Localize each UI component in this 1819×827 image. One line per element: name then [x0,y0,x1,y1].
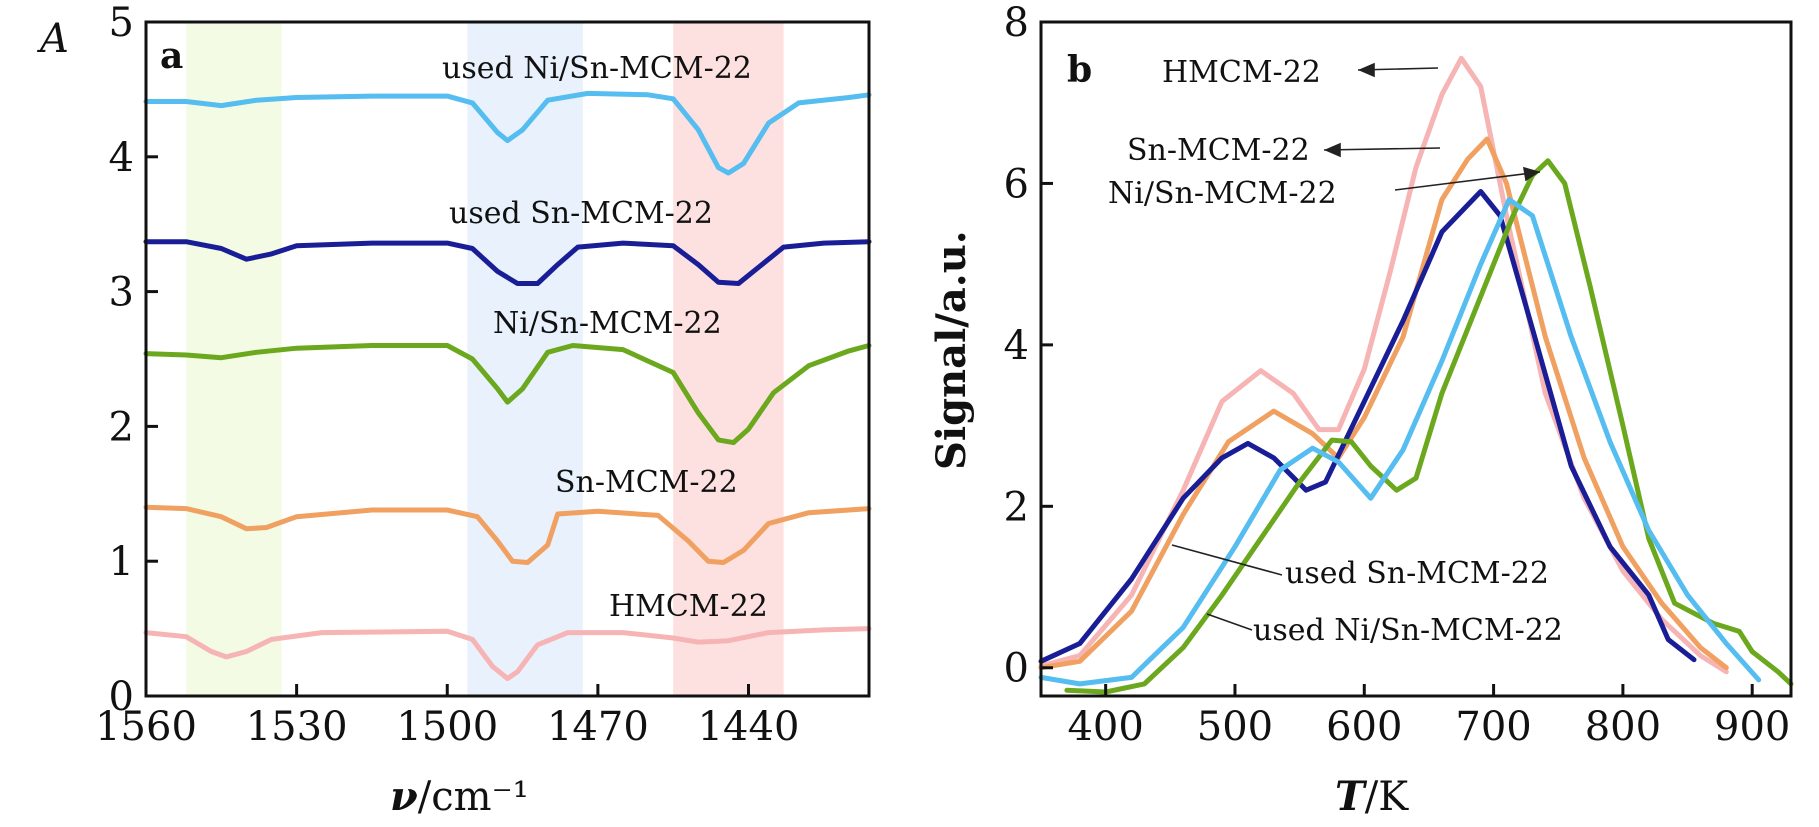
annotation-used-sn-b: used Sn-MCM-22 [1285,556,1549,591]
annotation-ni-sn-a: Ni/Sn-MCM-22 [493,306,722,341]
arrowhead-hmcm [1357,62,1375,78]
x-tick-label: 500 [1197,704,1273,750]
arrowhead-sn [1323,142,1341,158]
plot-frame-a [144,20,871,698]
plot-frame-b [1039,20,1793,698]
x-tick-label: 1500 [396,704,498,750]
x-tick-label: 700 [1455,704,1531,750]
series-line-used-sn-mcm-22-a [143,239,872,286]
panel-a: 1560 1530 1500 1470 1440 0 1 2 3 4 5 a A ν/cm⁻¹ us… [36,0,872,820]
x-tick-label: 1530 [246,704,348,750]
highlight-bands [186,22,784,696]
x-tick-label: 900 [1714,704,1790,750]
x-axis-unit-a: /cm⁻¹ [418,774,529,820]
y-tick-label: 0 [1004,646,1029,692]
arrow-used-sn [1171,544,1283,576]
series-line-ni-sn-mcm-22-a [143,343,872,446]
tick-group: 400 500 600 700 800 900 0 2 4 6 8 [1004,0,1791,750]
y-tick-label: 4 [1004,323,1029,369]
panel-label-b: b [1067,49,1092,91]
annotation-hmcm-b: HMCM-22 [1162,55,1321,90]
arrow-ni-sn [1394,171,1541,191]
series-line-used-ni-sn-mcm-22-a [143,90,872,176]
annotation-sn-b: Sn-MCM-22 [1127,133,1310,168]
annotation-sn-a: Sn-MCM-22 [555,465,738,500]
y-tick-label: 6 [1004,161,1029,207]
series-line-used-sn-mcm-22-b [1038,189,1697,664]
series-line-sn-mcm-22-b [1038,136,1729,671]
x-tick-label: 1470 [547,704,649,750]
x-tick-label: 1560 [95,704,197,750]
y-tick-label: 0 [109,674,134,720]
y-axis-label-a: A [36,16,69,62]
panel-label-a: a [160,35,183,77]
y-tick-label: 5 [109,0,134,46]
series-group [1038,55,1794,695]
annotation-arrows [1171,62,1541,631]
y-tick-label: 8 [1004,0,1029,46]
highlight-band-2 [467,22,583,696]
x-axis-symbol-a: ν [390,773,418,820]
x-tick-label: 1440 [698,704,800,750]
y-tick-label: 2 [1004,484,1029,530]
y-axis-label-b: Signal/a.u. [928,230,975,470]
arrow-sn [1323,147,1441,151]
y-tick-label: 2 [109,404,134,450]
highlight-band-1 [186,22,282,696]
y-tick-label: 4 [109,135,134,181]
x-tick-label: 800 [1585,704,1661,750]
series-line-sn-mcm-22-a [143,504,872,565]
highlight-band-3 [673,22,784,696]
x-axis-label-a: ν/cm⁻¹ [390,773,529,820]
annotation-used-ni-sn-a: used Ni/Sn-MCM-22 [442,51,752,86]
annotation-ni-sn-b: Ni/Sn-MCM-22 [1108,176,1337,211]
x-axis-label-b: T/K [1335,773,1409,820]
annotation-hmcm-a: HMCM-22 [609,589,768,624]
series-line-ni-sn-mcm-22-b [1064,158,1794,695]
tick-group: 1560 1530 1500 1470 1440 0 1 2 3 4 5 [95,0,799,750]
x-tick-label: 400 [1067,704,1143,750]
annotation-used-ni-sn-b: used Ni/Sn-MCM-22 [1253,613,1563,648]
x-axis-unit-b: /K [1365,774,1409,820]
arrowhead-ni-sn [1523,166,1540,182]
series-line-hmcm-22-a [143,626,872,681]
panel-b: 400 500 600 700 800 900 0 2 4 6 8 b Signal/a.u. T/… [928,0,1794,820]
series-line-used-ni-sn-mcm-22-b [1038,197,1762,687]
annotation-used-sn-a: used Sn-MCM-22 [449,196,713,231]
series-group [143,90,872,681]
x-axis-symbol-b: T [1335,773,1368,820]
arrow-used-ni-sn [1206,613,1253,631]
y-tick-label: 1 [109,539,134,585]
y-tick-label: 3 [109,270,134,316]
x-tick-label: 600 [1326,704,1402,750]
